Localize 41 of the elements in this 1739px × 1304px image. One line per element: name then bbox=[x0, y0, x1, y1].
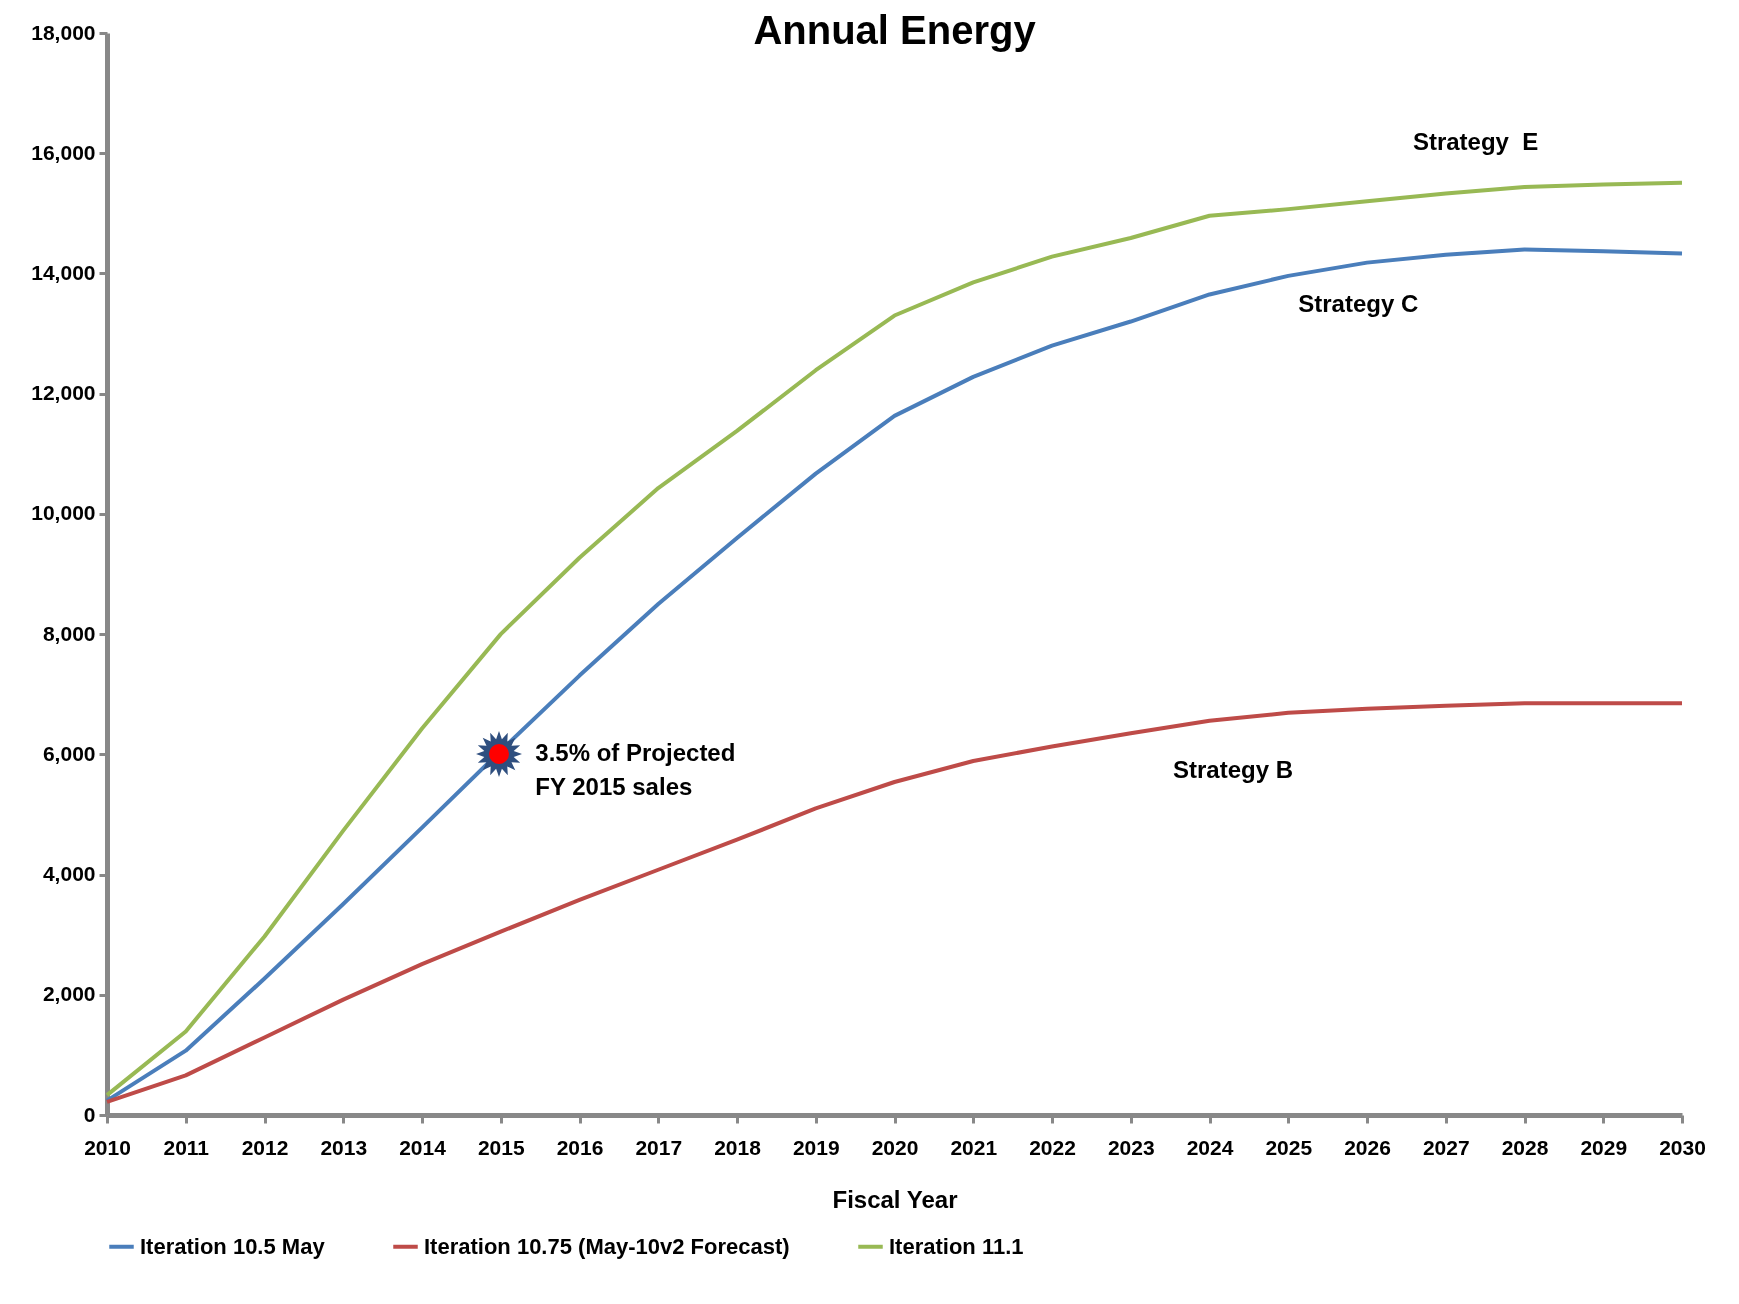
x-tick-label: 2022 bbox=[1029, 1135, 1076, 1159]
x-tick-label: 2025 bbox=[1265, 1135, 1313, 1159]
x-tick-label: 2010 bbox=[84, 1135, 131, 1159]
y-tick-label: 16,000 bbox=[31, 140, 96, 164]
annotation: Strategy B bbox=[1173, 754, 1294, 785]
y-tick-label: 2,000 bbox=[42, 982, 96, 1006]
y-tick-label: 14,000 bbox=[31, 260, 96, 284]
x-tick-label: 2021 bbox=[950, 1135, 998, 1159]
x-tick-label: 2012 bbox=[241, 1135, 289, 1159]
y-tick-label: 8,000 bbox=[42, 621, 96, 645]
x-tick-label: 2029 bbox=[1580, 1135, 1628, 1159]
legend-label: Iteration 11.1 bbox=[889, 1233, 1024, 1259]
x-tick-label: 2030 bbox=[1659, 1135, 1706, 1159]
x-tick-label: 2016 bbox=[556, 1135, 604, 1159]
y-tick-label: 12,000 bbox=[31, 381, 96, 405]
y-tick-label: 6,000 bbox=[42, 741, 96, 765]
x-tick-label: 2023 bbox=[1107, 1135, 1155, 1159]
x-tick-label: 2028 bbox=[1501, 1135, 1549, 1159]
x-tick-label: 2011 bbox=[163, 1135, 210, 1159]
x-tick-label: 2027 bbox=[1422, 1135, 1470, 1159]
x-tick-label: 2019 bbox=[792, 1135, 840, 1159]
x-axis-title: Fiscal Year bbox=[832, 1185, 958, 1213]
x-tick-label: 2015 bbox=[477, 1135, 525, 1159]
y-tick-label: 10,000 bbox=[31, 501, 96, 525]
legend-label: Iteration 10.75 (May-10v2 Forecast) bbox=[424, 1233, 790, 1259]
annotation: Strategy E bbox=[1412, 127, 1539, 158]
annotation: 3.5% of Projected FY 2015 sales bbox=[535, 737, 736, 802]
x-tick-label: 2026 bbox=[1344, 1135, 1391, 1159]
chart-title: Annual Energy bbox=[753, 8, 1037, 52]
x-tick-label: 2014 bbox=[399, 1135, 447, 1159]
x-tick-label: 2018 bbox=[714, 1135, 762, 1159]
x-tick-label: 2020 bbox=[871, 1135, 919, 1159]
line-series bbox=[105, 701, 1684, 1104]
x-tick-label: 2013 bbox=[320, 1135, 368, 1159]
x-tick-label: 2017 bbox=[635, 1135, 683, 1159]
legend-label: Iteration 10.5 May bbox=[140, 1233, 326, 1259]
y-tick-label: 0 bbox=[83, 1102, 96, 1126]
x-tick-label: 2024 bbox=[1186, 1135, 1234, 1159]
y-tick-label: 18,000 bbox=[31, 20, 96, 44]
annotation: Strategy C bbox=[1298, 289, 1419, 320]
y-tick-label: 4,000 bbox=[42, 862, 96, 886]
